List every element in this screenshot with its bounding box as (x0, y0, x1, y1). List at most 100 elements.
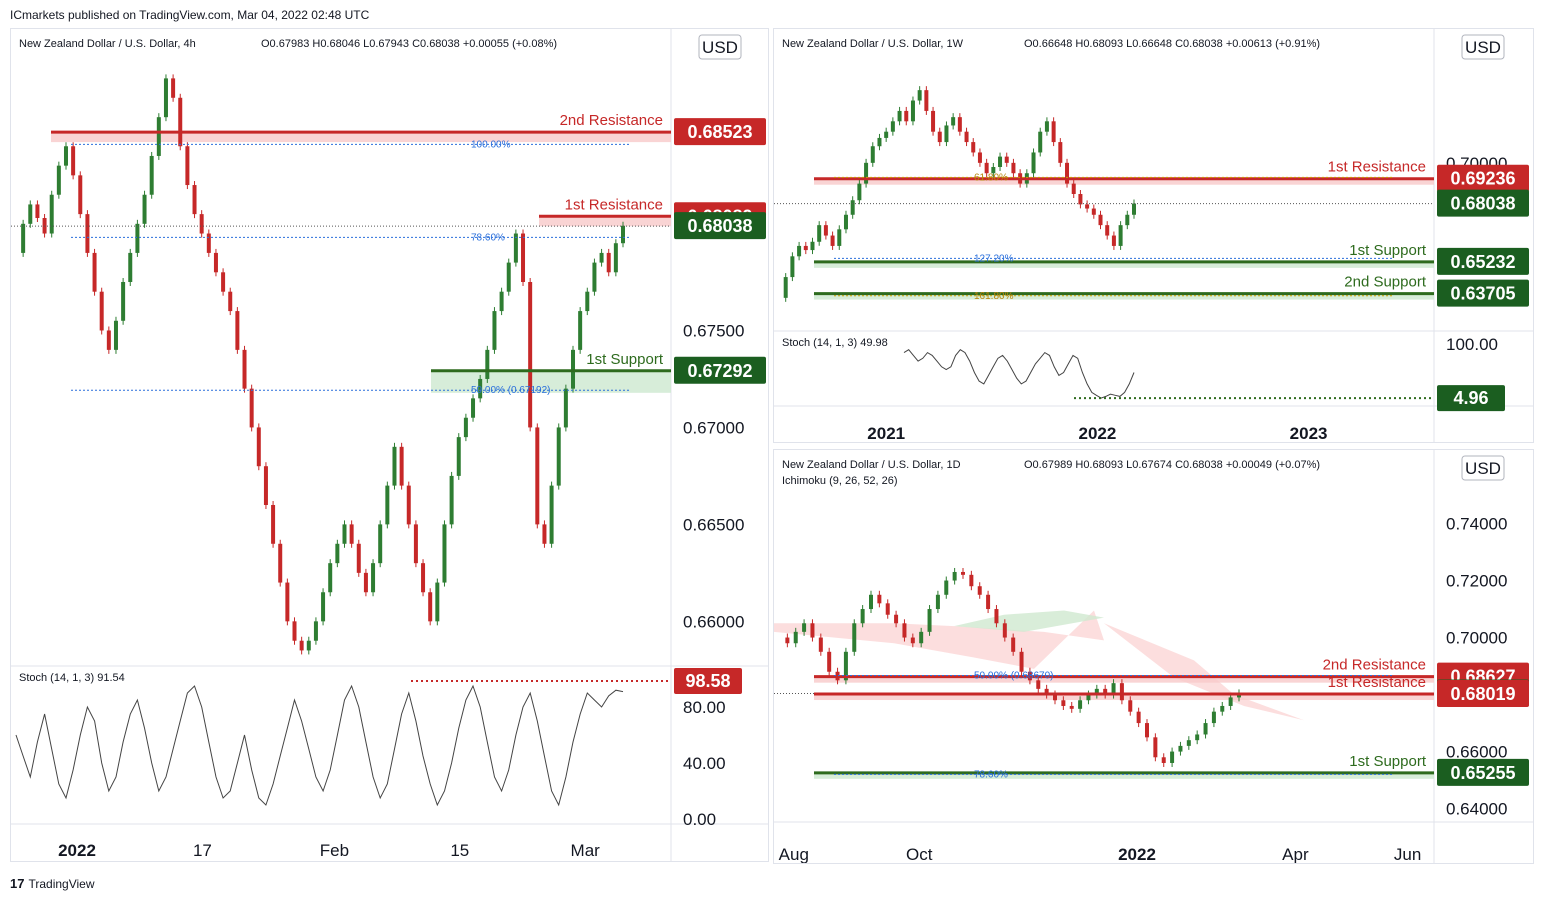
candle-body (823, 225, 828, 236)
candle-body (306, 640, 311, 651)
candle-body (242, 349, 247, 389)
candle-body (599, 252, 604, 263)
candle-body (385, 485, 390, 525)
x-tick-label: Apr (1282, 845, 1309, 863)
candle-body (449, 475, 454, 525)
chart-weekly-svg[interactable]: New Zealand Dollar / U.S. Dollar, 1W O0.… (774, 29, 1533, 447)
candle-body (142, 194, 147, 224)
price-badge-support (1437, 758, 1529, 786)
candle-body (1078, 700, 1083, 709)
candle-body (78, 175, 83, 215)
candle-body (1195, 734, 1200, 741)
fib-label: 78.60% (471, 232, 505, 243)
candle-body (998, 156, 1003, 167)
candle-body (964, 131, 969, 143)
level-label: 1st Support (1349, 242, 1427, 259)
chart-panel-4h[interactable]: New Zealand Dollar / U.S. Dollar, 4h O0.… (10, 28, 769, 864)
level-label: 2nd Resistance (1323, 657, 1426, 674)
candle-body (927, 609, 932, 632)
candle-body (99, 291, 104, 331)
ichimoku-legend: Ichimoku (9, 26, 52, 26) (782, 475, 898, 487)
y-tick-label: 0.66000 (683, 612, 744, 631)
candle-body (843, 651, 848, 681)
candle-body (49, 194, 54, 234)
candle-body (221, 272, 226, 292)
candle-body (1085, 204, 1090, 209)
stoch-badge-text: 98.58 (685, 671, 730, 691)
price-badge-resistance (1437, 680, 1529, 708)
candle-body (951, 117, 956, 126)
candle-body (931, 110, 936, 132)
stoch-tick-label: 100.00 (1446, 335, 1498, 354)
candle-body (1094, 688, 1099, 695)
candle-body (135, 223, 140, 253)
level-zone (814, 694, 1434, 701)
candle-body (249, 388, 254, 428)
candle-body (563, 388, 568, 428)
candle-body (1058, 142, 1063, 163)
stoch-line (15, 684, 624, 807)
candle-body (991, 167, 996, 174)
candle-body (63, 146, 68, 166)
x-tick-label: Feb (320, 841, 349, 860)
candle-body (478, 378, 483, 399)
candle-body (902, 623, 907, 638)
candle-body (578, 311, 583, 350)
candle-body (471, 398, 476, 418)
level-zone (814, 676, 1434, 683)
price-badge-support (1437, 279, 1529, 307)
stoch-line (903, 349, 1135, 399)
candle-body (128, 252, 133, 282)
price-badge-text: 0.67292 (687, 361, 752, 381)
chart-daily-svg[interactable]: New Zealand Dollar / U.S. Dollar, 1D Ich… (774, 450, 1533, 868)
candle-body (171, 78, 176, 98)
candle-body (944, 125, 949, 143)
candle-body (827, 651, 832, 672)
candle-body (984, 162, 989, 174)
candle-body (884, 131, 889, 138)
candle-body (428, 592, 433, 622)
level-zone (431, 370, 671, 393)
chart-4h-svg[interactable]: New Zealand Dollar / U.S. Dollar, 4h O0.… (11, 29, 768, 864)
tradingview-logo-icon: 17 (10, 876, 25, 891)
candle-body (399, 446, 404, 486)
candle-body (1111, 235, 1116, 246)
stoch-legend: Stoch (14, 1, 3) 91.54 (19, 672, 125, 684)
ichimoku-cloud-red-2 (1104, 623, 1304, 721)
candle-body (860, 609, 865, 624)
candle-body (885, 603, 890, 615)
candle-body (499, 291, 504, 312)
candle-body (328, 563, 333, 593)
fib-label: 161.80% (974, 291, 1014, 302)
candle-body (1086, 694, 1091, 701)
candle-body (1091, 208, 1096, 215)
candle-body (313, 621, 318, 641)
candle-body (904, 110, 909, 122)
candle-body (213, 252, 218, 273)
candle-body (256, 427, 261, 467)
candle-body (149, 155, 154, 195)
fib-label: 61.80% (974, 172, 1008, 183)
chart-panel-daily[interactable]: New Zealand Dollar / U.S. Dollar, 1D Ich… (773, 449, 1534, 868)
candle-body (810, 623, 815, 638)
candle-body (793, 631, 798, 644)
candle-body (937, 131, 942, 143)
footer[interactable]: 17 TradingView (10, 876, 95, 891)
candle-body (492, 311, 497, 350)
candle-body (1105, 225, 1110, 236)
price-badge-resistance (1437, 164, 1529, 192)
candle-body (994, 609, 999, 624)
candle-body (285, 582, 290, 622)
price-badge-text: 0.65255 (1450, 763, 1515, 783)
candle-body (890, 121, 895, 132)
candle-body (1103, 688, 1108, 695)
price-badge-text: 0.69236 (1450, 169, 1515, 189)
candle-body (571, 349, 576, 389)
stoch-tick-label: 40.00 (683, 754, 726, 773)
candle-body (952, 571, 957, 581)
candle-body (335, 543, 340, 564)
fib-label: 78.60% (974, 769, 1008, 780)
candle-body (178, 97, 183, 147)
candle-body (542, 524, 547, 544)
chart-panel-weekly[interactable]: New Zealand Dollar / U.S. Dollar, 1W O0.… (773, 28, 1534, 447)
